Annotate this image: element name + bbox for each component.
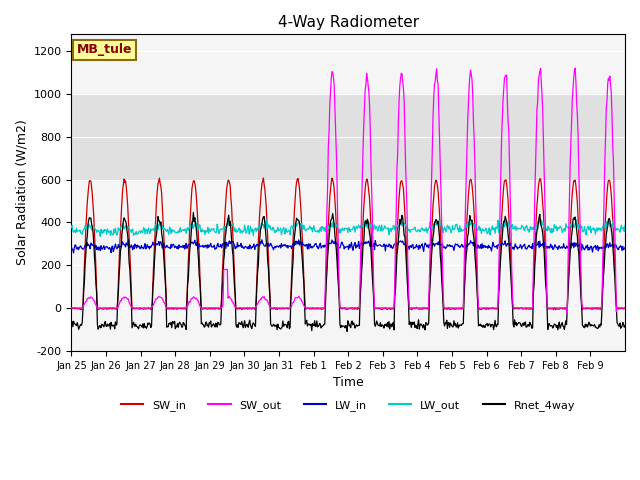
Text: MB_tule: MB_tule <box>77 44 132 57</box>
Title: 4-Way Radiometer: 4-Way Radiometer <box>278 15 419 30</box>
Bar <box>72 94 625 180</box>
Y-axis label: Solar Radiation (W/m2): Solar Radiation (W/m2) <box>15 120 28 265</box>
X-axis label: Time: Time <box>333 376 364 389</box>
Legend: SW_in, SW_out, LW_in, LW_out, Rnet_4way: SW_in, SW_out, LW_in, LW_out, Rnet_4way <box>116 395 580 415</box>
